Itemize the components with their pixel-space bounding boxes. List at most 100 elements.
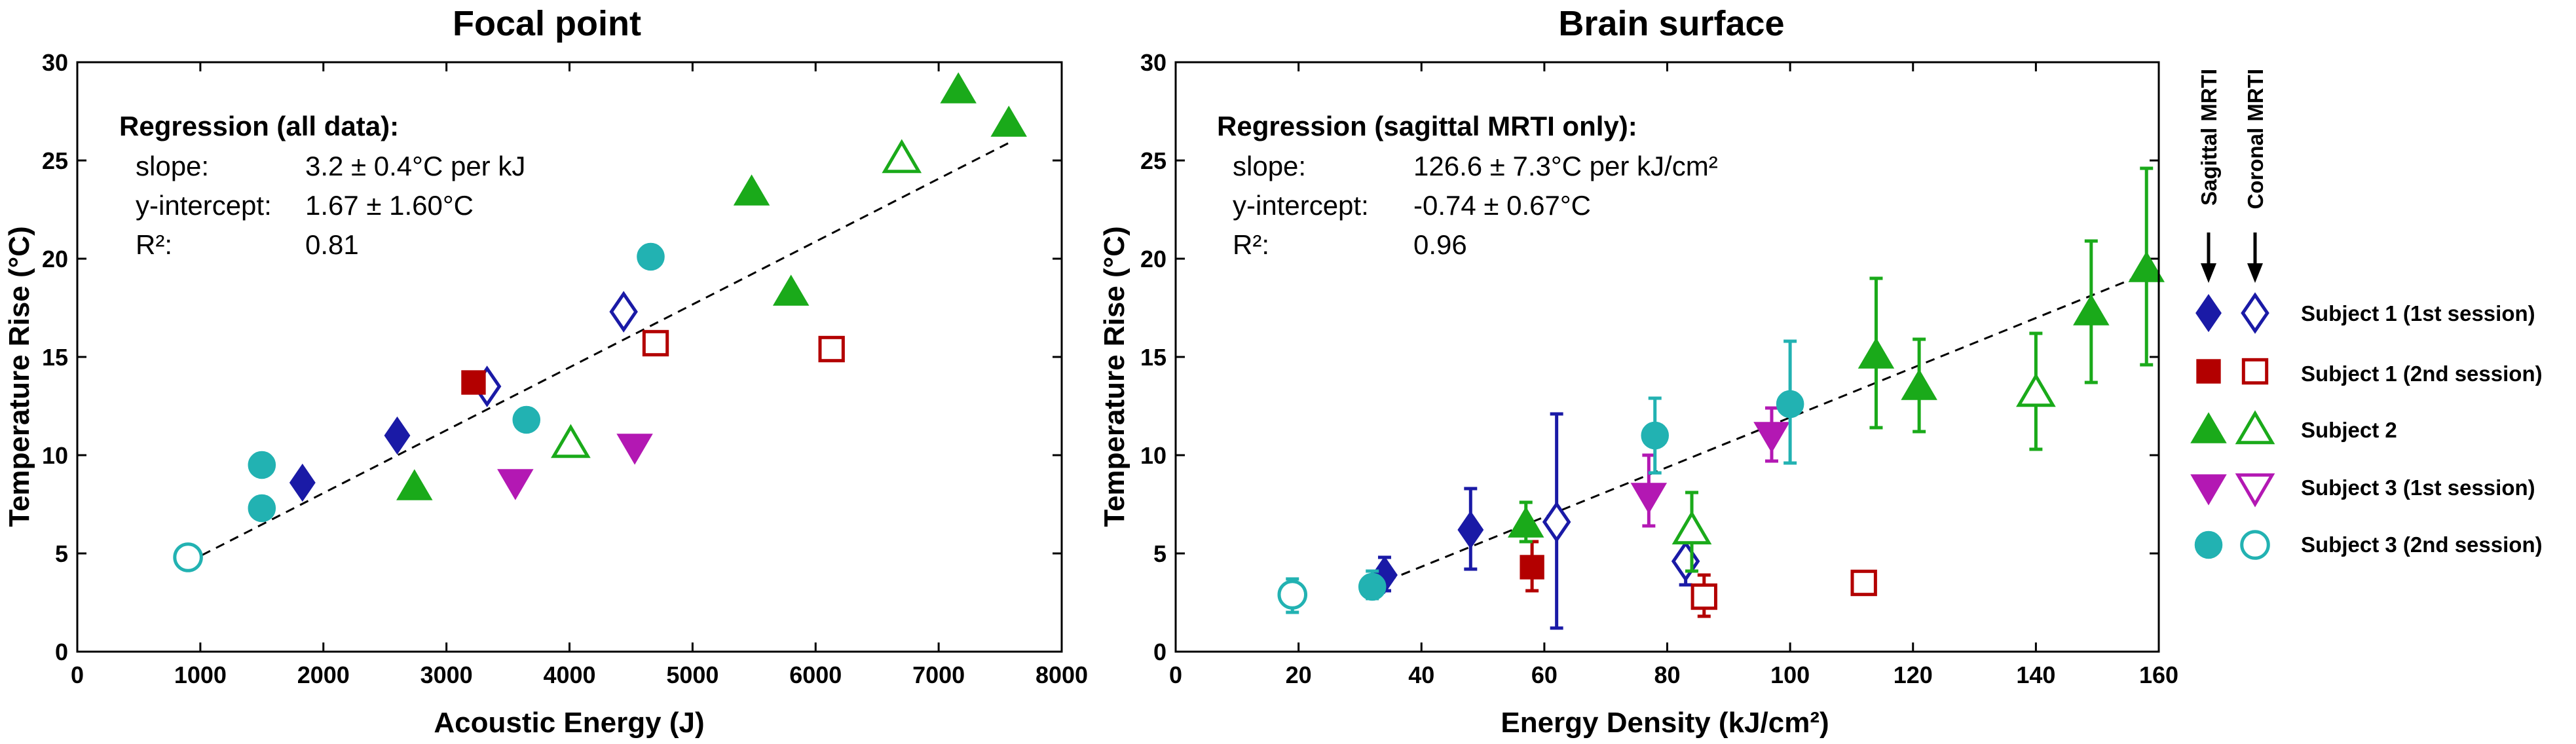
annotation-value-intercept-brain: -0.74 ± 0.67°C bbox=[1413, 190, 1591, 221]
y-tick-label: 0 bbox=[55, 639, 68, 665]
legend-label-subject1-session1: Subject 1 (1st session) bbox=[2301, 301, 2535, 326]
legend-markers bbox=[2190, 292, 2275, 560]
data-point bbox=[2073, 294, 2110, 326]
data-point bbox=[1520, 555, 1544, 580]
data-point bbox=[248, 451, 276, 479]
data-point bbox=[1690, 583, 1717, 610]
data-point bbox=[396, 469, 433, 500]
legend-marker-sagittal bbox=[2194, 530, 2223, 559]
data-point bbox=[818, 335, 845, 363]
y-tick-label: 30 bbox=[1140, 49, 1167, 76]
annotation-label-slope-focal: slope: bbox=[136, 151, 209, 181]
data-point bbox=[1277, 580, 1308, 610]
data-point bbox=[289, 463, 316, 502]
x-tick-label: 2000 bbox=[297, 661, 350, 688]
legend-marker-sagittal bbox=[2190, 474, 2227, 506]
data-point bbox=[1630, 483, 1668, 514]
y-tick-label: 10 bbox=[42, 442, 68, 469]
data-points-focal bbox=[173, 72, 1027, 572]
data-point bbox=[1901, 369, 1937, 400]
data-point bbox=[2128, 251, 2165, 282]
data-point bbox=[990, 105, 1027, 137]
data-point bbox=[173, 542, 203, 572]
x-tick-label: 140 bbox=[2016, 661, 2055, 688]
legend-marker-sagittal bbox=[2195, 293, 2222, 333]
legend-marker-coronal bbox=[2240, 530, 2270, 560]
data-point bbox=[461, 370, 486, 395]
y-tick-label: 25 bbox=[1140, 147, 1167, 174]
regression-annotation-focal: Regression (all data): slope: 3.2 ± 0.4°… bbox=[119, 111, 525, 260]
data-point bbox=[733, 174, 770, 206]
data-point bbox=[1358, 572, 1387, 601]
legend-arrow-coronal bbox=[2247, 232, 2263, 283]
regression-line-focal bbox=[187, 140, 1013, 563]
x-tick-label: 6000 bbox=[789, 661, 842, 688]
annotation-header-brain: Regression (sagittal MRTI only): bbox=[1217, 111, 1637, 141]
x-tick-label: 8000 bbox=[1036, 661, 1088, 688]
annotation-value-r2-focal: 0.81 bbox=[305, 229, 359, 260]
data-point bbox=[642, 329, 669, 357]
x-tick-label: 5000 bbox=[666, 661, 719, 688]
annotation-label-slope-brain: slope: bbox=[1233, 151, 1306, 181]
data-point bbox=[1641, 421, 1670, 450]
legend-marker-coronal bbox=[2235, 473, 2275, 508]
x-tick-label: 4000 bbox=[543, 661, 595, 688]
legend: Sagittal MRTI Coronal MRTI Subject 1 (1s… bbox=[2190, 69, 2543, 560]
data-point bbox=[1850, 569, 1877, 597]
y-tick-label: 10 bbox=[1140, 442, 1167, 469]
chart-title-brain: Brain surface bbox=[1558, 4, 1784, 43]
data-point bbox=[1507, 506, 1544, 538]
x-tick-label: 120 bbox=[1894, 661, 1933, 688]
data-point bbox=[1753, 422, 1790, 453]
data-point bbox=[616, 434, 653, 465]
data-point bbox=[2016, 373, 2056, 407]
data-point bbox=[1671, 510, 1712, 545]
y-tick-label: 15 bbox=[42, 344, 68, 371]
legend-label-subject2: Subject 2 bbox=[2301, 418, 2397, 442]
x-tick-label: 80 bbox=[1654, 661, 1680, 688]
annotation-value-r2-brain: 0.96 bbox=[1413, 229, 1467, 260]
data-point bbox=[1857, 337, 1895, 369]
legend-marker-coronal bbox=[2235, 410, 2275, 445]
panel-brain-surface: Brain surface Energy Density (kJ/cm²) Te… bbox=[1098, 4, 2178, 739]
data-point bbox=[1457, 510, 1484, 549]
x-tick-label: 1000 bbox=[174, 661, 227, 688]
annotation-label-intercept-brain: y-intercept: bbox=[1233, 190, 1369, 221]
y-tick-label: 15 bbox=[1140, 344, 1167, 371]
legend-marker-coronal bbox=[2241, 292, 2269, 334]
y-tick-label: 30 bbox=[42, 49, 68, 76]
x-tick-label: 0 bbox=[1169, 661, 1182, 688]
panel-focal-point: Focal point Acoustic Energy (J) Temperat… bbox=[3, 4, 1088, 739]
annotation-value-slope-brain: 126.6 ± 7.3°C per kJ/cm² bbox=[1413, 151, 1718, 181]
y-axis-label-brain: Temperature Rise (°C) bbox=[1098, 226, 1130, 527]
data-point bbox=[1776, 390, 1804, 418]
data-points-brain bbox=[1277, 166, 2165, 630]
x-axis-label-brain: Energy Density (kJ/cm²) bbox=[1501, 707, 1829, 739]
legend-label-subject1-session2: Subject 1 (2nd session) bbox=[2301, 362, 2543, 386]
data-point bbox=[1671, 540, 1700, 582]
legend-header-sagittal: Sagittal MRTI bbox=[2197, 69, 2221, 206]
y-tick-label: 5 bbox=[1153, 540, 1167, 567]
annotation-value-intercept-focal: 1.67 ± 1.60°C bbox=[305, 190, 474, 221]
data-point bbox=[384, 416, 411, 455]
x-axis-label-focal: Acoustic Energy (J) bbox=[434, 707, 704, 739]
data-point bbox=[882, 139, 922, 174]
data-point bbox=[772, 274, 810, 306]
y-tick-label: 20 bbox=[42, 246, 68, 272]
y-tick-label: 25 bbox=[42, 147, 68, 174]
x-tick-label: 100 bbox=[1770, 661, 1810, 688]
legend-marker-sagittal bbox=[2190, 412, 2227, 443]
x-tick-label: 60 bbox=[1531, 661, 1558, 688]
plot-frame-focal bbox=[76, 61, 1063, 653]
y-axis-label-focal: Temperature Rise (°C) bbox=[3, 226, 35, 527]
y-tick-label: 20 bbox=[1140, 246, 1167, 272]
y-tick-label: 0 bbox=[1153, 639, 1167, 665]
data-point bbox=[248, 494, 276, 523]
legend-label-subject3-session1: Subject 3 (1st session) bbox=[2301, 475, 2535, 500]
annotation-label-r2-focal: R²: bbox=[136, 229, 172, 260]
data-point bbox=[497, 469, 534, 500]
regression-annotation-brain: Regression (sagittal MRTI only): slope: … bbox=[1217, 111, 1718, 260]
data-point bbox=[551, 424, 591, 458]
data-point bbox=[637, 242, 665, 271]
